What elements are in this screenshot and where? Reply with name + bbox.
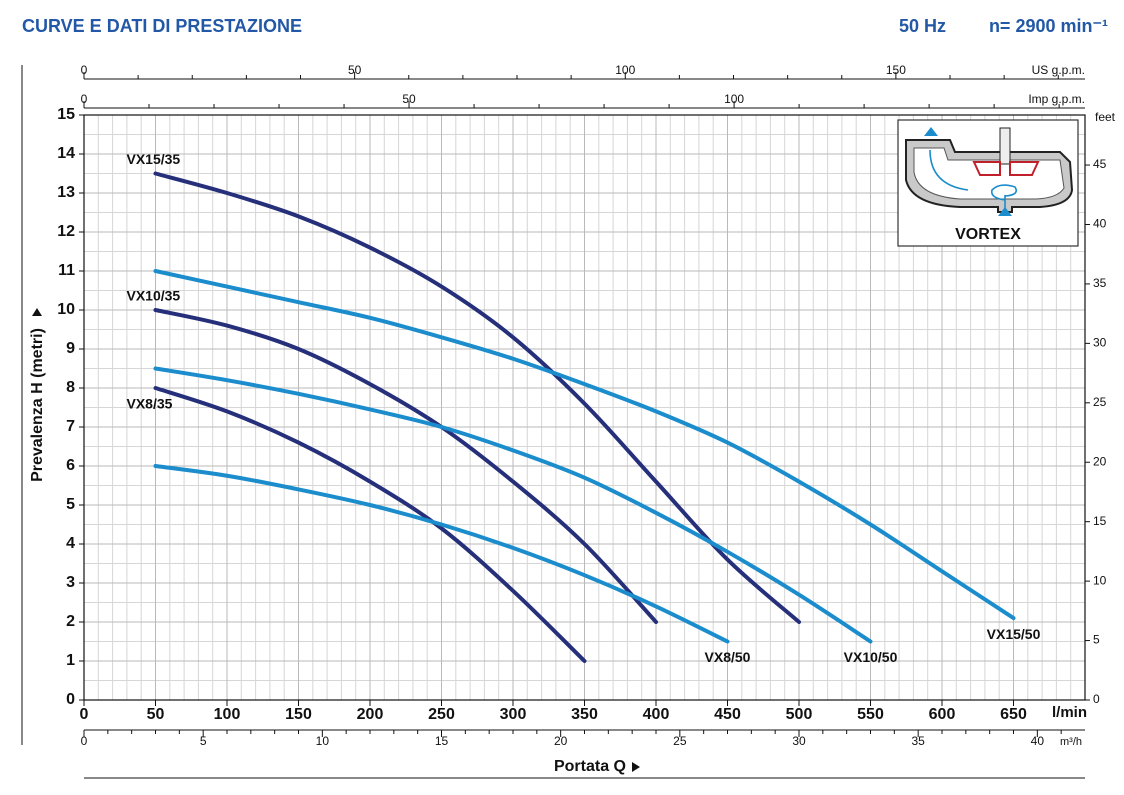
axis-unit: US g.p.m. xyxy=(1032,63,1085,77)
y2-tick-label: 0 xyxy=(1093,692,1100,706)
axis-unit: feet xyxy=(1095,110,1116,124)
secondary-tick-label: 100 xyxy=(724,92,744,106)
secondary-tick-label: 20 xyxy=(554,734,568,748)
series-label: VX8/35 xyxy=(127,396,173,412)
secondary-tick-label: 100 xyxy=(615,63,635,77)
y-tick-label: 12 xyxy=(57,223,75,240)
y-tick-label: 5 xyxy=(66,496,75,513)
x-tick-label: 600 xyxy=(929,706,956,723)
chart-title: CURVE E DATI DI PRESTAZIONE xyxy=(22,16,302,36)
x-tick-label: 400 xyxy=(643,706,670,723)
axis-unit: m³/h xyxy=(1060,736,1082,748)
y-tick-label: 8 xyxy=(66,379,75,396)
flow-arrows xyxy=(924,127,1012,216)
axis-unit: Imp g.p.m. xyxy=(1028,92,1085,106)
secondary-tick-label: 5 xyxy=(200,734,207,748)
shaft xyxy=(999,127,1011,165)
plot-frame xyxy=(83,114,1086,701)
series-label: VX10/50 xyxy=(844,649,898,665)
y2-tick-label: 35 xyxy=(1093,276,1107,290)
pump-curve xyxy=(153,269,1016,621)
y2-tick-label: 30 xyxy=(1093,336,1107,350)
x-tick-label: 350 xyxy=(571,706,598,723)
y-tick-label: 13 xyxy=(57,184,75,201)
y-tick-label: 11 xyxy=(58,262,75,279)
pump-curve xyxy=(153,464,730,644)
impeller xyxy=(972,161,1040,176)
y-tick-label: 14 xyxy=(57,145,75,162)
y-tick-label: 15 xyxy=(57,106,75,123)
x-axis-label: Portata Q xyxy=(554,758,626,775)
y2-tick-label: 10 xyxy=(1093,573,1107,587)
y-tick-label: 6 xyxy=(66,457,75,474)
secondary-tick-label: 0 xyxy=(81,63,88,77)
x-tick-label: 200 xyxy=(357,706,384,723)
x-arrow xyxy=(632,762,640,772)
x-tick-label: 450 xyxy=(714,706,741,723)
inset-label: VORTEX xyxy=(955,226,1021,243)
frequency: 50 Hz xyxy=(899,16,946,36)
y2-tick-label: 20 xyxy=(1093,454,1107,468)
y-tick-label: 9 xyxy=(66,340,75,357)
series-label: VX8/50 xyxy=(705,649,751,665)
series-label: VX15/50 xyxy=(987,626,1041,642)
y-tick-label: 2 xyxy=(66,613,75,630)
secondary-tick-label: 0 xyxy=(81,734,88,748)
x-tick-label: 500 xyxy=(786,706,813,723)
speed: n= 2900 min⁻¹ xyxy=(989,16,1108,36)
pump-curve xyxy=(153,366,873,644)
y2-tick-label: 5 xyxy=(1093,633,1100,647)
secondary-tick-label: 50 xyxy=(348,63,362,77)
y2-tick-label: 25 xyxy=(1093,395,1107,409)
y-arrow xyxy=(32,308,42,316)
x-tick-label: 150 xyxy=(285,706,312,723)
y-tick-label: 10 xyxy=(57,301,75,318)
pump-curve xyxy=(153,308,658,624)
y2-tick-label: 45 xyxy=(1093,157,1107,171)
y-axis-label: Prevalenza H (metri) xyxy=(29,328,46,482)
y-tick-label: 3 xyxy=(66,574,75,591)
series-label: VX15/35 xyxy=(127,151,181,167)
x-tick-label: 650 xyxy=(1000,706,1027,723)
y-tick-label: 7 xyxy=(66,418,75,435)
y-tick-label: 4 xyxy=(66,535,75,552)
secondary-tick-label: 15 xyxy=(435,734,449,748)
x-tick-label: 550 xyxy=(857,706,884,723)
y2-tick-label: 15 xyxy=(1093,514,1107,528)
x-tick-label: 250 xyxy=(428,706,455,723)
secondary-tick-label: 40 xyxy=(1031,734,1045,748)
x-tick-label: 50 xyxy=(147,706,165,723)
x-tick-label: 0 xyxy=(80,706,89,723)
secondary-tick-label: 25 xyxy=(673,734,687,748)
y2-tick-label: 40 xyxy=(1093,217,1107,231)
x-tick-label: 300 xyxy=(500,706,527,723)
secondary-tick-label: 35 xyxy=(911,734,925,748)
y-tick-label: 0 xyxy=(66,691,75,708)
series-label: VX10/35 xyxy=(127,288,181,304)
pump-curve xyxy=(153,171,801,624)
vortex-inset: VORTEX xyxy=(897,119,1079,247)
pump-curve xyxy=(153,386,587,663)
x-tick-label: 100 xyxy=(214,706,241,723)
secondary-tick-label: 10 xyxy=(316,734,330,748)
y-tick-label: 1 xyxy=(66,652,75,669)
secondary-tick-label: 30 xyxy=(792,734,806,748)
secondary-tick-label: 0 xyxy=(81,92,88,106)
x-unit: l/min xyxy=(1052,704,1087,721)
secondary-tick-label: 50 xyxy=(402,92,416,106)
secondary-tick-label: 150 xyxy=(886,63,906,77)
